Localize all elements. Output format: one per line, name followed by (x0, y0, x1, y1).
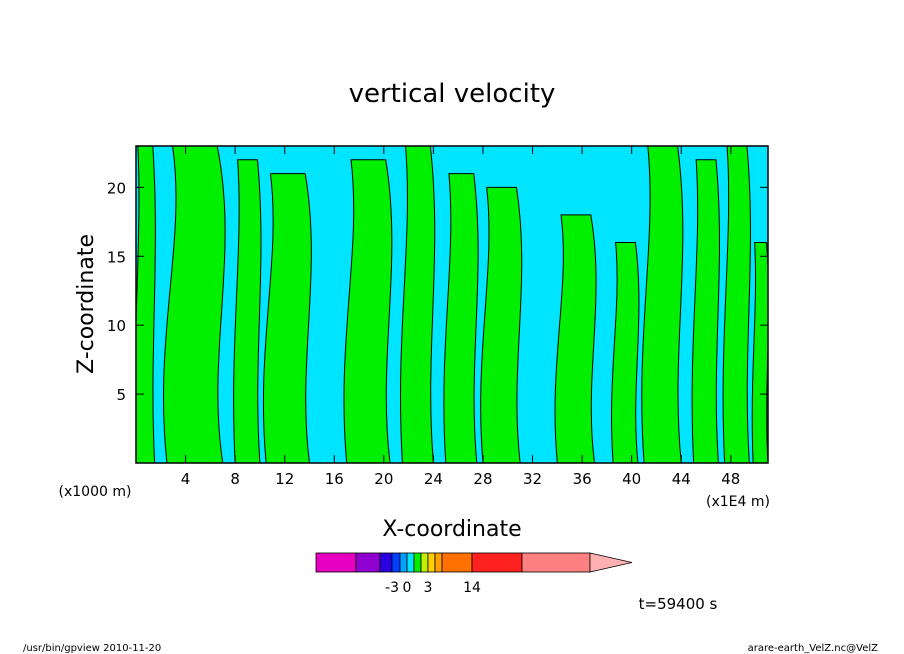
x-axis-title: X-coordinate (382, 517, 521, 542)
footer-left: /usr/bin/gpview 2010-11-20 (23, 643, 161, 654)
positive-region-11 (641, 146, 684, 463)
colorbar-label: -3 (385, 580, 399, 596)
positive-region-4 (262, 173, 312, 463)
colorbar-label: 14 (463, 580, 481, 596)
colorbar-cell (427, 552, 436, 573)
positive-region-6 (400, 146, 436, 463)
y-tick-label: 5 (116, 386, 126, 404)
colorbar-cell (379, 552, 393, 573)
positive-region-12 (691, 159, 720, 463)
x-tick-label: 8 (230, 470, 240, 488)
x-tick-label: 36 (573, 470, 592, 488)
x-tick-label: 40 (622, 470, 641, 488)
y-axis-title: Z-coordinate (74, 234, 99, 374)
positive-region-5 (343, 159, 393, 463)
colorbar-arrow (589, 552, 633, 573)
colorbar-cell (441, 552, 473, 573)
positive-region-14 (751, 241, 768, 463)
colorbar-cell (399, 552, 408, 573)
colorbar-label: 3 (424, 580, 433, 596)
positive-region-7 (443, 173, 479, 463)
colorbar-label: 0 (403, 580, 412, 596)
colorbar-cell (315, 552, 357, 573)
positive-region-13 (722, 146, 751, 463)
x-tick-label: 32 (523, 470, 542, 488)
y-tick-label: 10 (107, 317, 126, 335)
positive-region-9 (554, 214, 597, 463)
x-tick-label: 48 (721, 470, 740, 488)
x-tick-label: 28 (473, 470, 492, 488)
x-tick-label: 4 (181, 470, 191, 488)
x-tick-label: 44 (672, 470, 691, 488)
footer-right: arare-earth_VelZ.nc@VelZ (748, 643, 879, 654)
positive-region-8 (480, 186, 523, 463)
colorbar-cell (420, 552, 429, 573)
plot-frame (135, 145, 769, 464)
positive-region-3 (233, 159, 262, 463)
time-label: t=59400 s (639, 595, 718, 613)
colorbar-cell (413, 552, 422, 573)
x-tick-label: 16 (325, 470, 344, 488)
y-tick-label: 15 (107, 248, 126, 266)
colorbar: -3 0 3 14 (315, 552, 633, 596)
colorbar-cell (355, 552, 381, 573)
x-tick-label: 24 (424, 470, 443, 488)
positive-region-1 (136, 146, 156, 463)
colorbar-cell (406, 552, 415, 573)
positive-region-2 (163, 146, 226, 463)
positive-region-10 (611, 241, 640, 463)
colorbar-cell (434, 552, 443, 573)
x-units-right: (x1E4 m) (706, 494, 770, 510)
colorbar-cell (521, 552, 591, 573)
x-tick-label: 12 (275, 470, 294, 488)
colorbar-cell (471, 552, 523, 573)
colorbar-cell (391, 552, 401, 573)
y-tick-label: 20 (107, 179, 126, 197)
chart-title: vertical velocity (349, 79, 556, 109)
x-units-left: (x1000 m) (59, 484, 132, 500)
x-tick-label: 20 (374, 470, 393, 488)
